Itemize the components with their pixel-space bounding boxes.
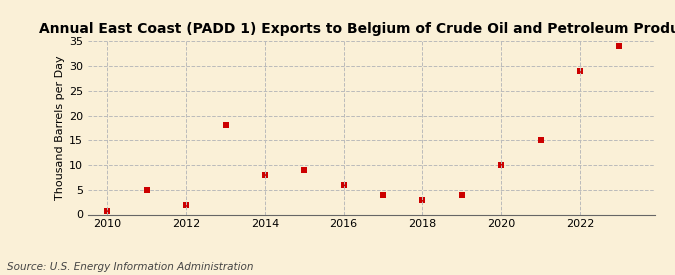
Y-axis label: Thousand Barrels per Day: Thousand Barrels per Day xyxy=(55,56,65,200)
Title: Annual East Coast (PADD 1) Exports to Belgium of Crude Oil and Petroleum Product: Annual East Coast (PADD 1) Exports to Be… xyxy=(39,22,675,36)
Text: Source: U.S. Energy Information Administration: Source: U.S. Energy Information Administ… xyxy=(7,262,253,272)
